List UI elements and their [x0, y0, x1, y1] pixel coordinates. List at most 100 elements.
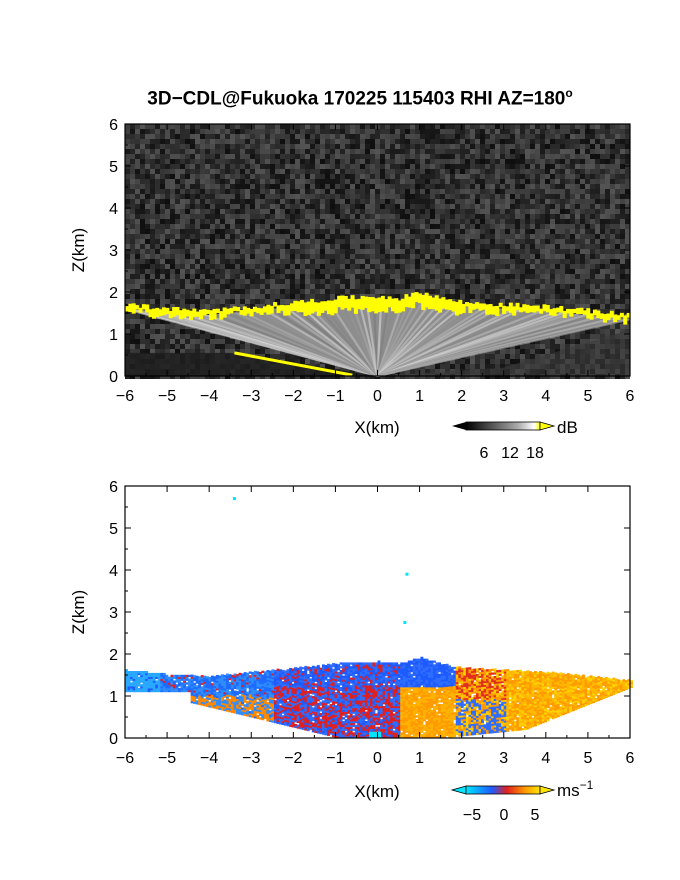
noise-cell — [350, 154, 355, 159]
noise-cell — [500, 244, 505, 249]
noise-cell — [270, 149, 275, 154]
noise-cell — [610, 179, 615, 184]
noise-cell — [480, 174, 485, 179]
noise-cell — [185, 239, 190, 244]
noise-cell — [185, 184, 190, 189]
noise-cell — [455, 149, 460, 154]
noise-cell — [445, 239, 450, 244]
noise-cell — [260, 224, 265, 229]
noise-cell — [205, 129, 210, 134]
noise-cell — [270, 299, 275, 304]
noise-cell — [470, 204, 475, 209]
noise-cell — [225, 199, 230, 204]
noise-cell — [395, 204, 400, 209]
noise-cell — [220, 249, 225, 254]
noise-cell — [595, 264, 600, 269]
noise-cell — [165, 189, 170, 194]
noise-cell — [460, 164, 465, 169]
noise-cell — [515, 159, 520, 164]
noise-cell — [580, 274, 585, 279]
noise-cell — [270, 284, 275, 289]
noise-cell — [500, 149, 505, 154]
noise-cell — [170, 279, 175, 284]
noise-cell — [270, 234, 275, 239]
noise-cell — [430, 124, 435, 129]
noise-cell — [160, 244, 165, 249]
noise-cell — [200, 189, 205, 194]
noise-cell — [155, 124, 160, 129]
noise-cell — [495, 279, 500, 284]
noise-cell — [210, 179, 215, 184]
noise-cell — [215, 239, 220, 244]
noise-cell — [520, 274, 525, 279]
noise-cell — [510, 349, 515, 354]
noise-cell — [170, 284, 175, 289]
noise-cell — [480, 149, 485, 154]
noise-cell — [330, 124, 335, 129]
noise-cell — [220, 139, 225, 144]
noise-cell — [335, 234, 340, 239]
noise-cell — [395, 139, 400, 144]
noise-cell — [180, 129, 185, 134]
noise-cell — [590, 199, 595, 204]
noise-cell — [285, 264, 290, 269]
noise-cell — [325, 214, 330, 219]
noise-cell — [350, 249, 355, 254]
noise-cell — [160, 304, 165, 309]
noise-cell — [125, 209, 130, 214]
noise-cell — [345, 249, 350, 254]
noise-cell — [210, 249, 215, 254]
noise-cell — [310, 259, 315, 264]
noise-cell — [255, 244, 260, 249]
noise-cell — [235, 199, 240, 204]
noise-cell — [300, 189, 305, 194]
noise-cell — [610, 279, 615, 284]
noise-cell — [200, 289, 205, 294]
noise-cell — [425, 184, 430, 189]
noise-cell — [565, 219, 570, 224]
noise-cell — [345, 229, 350, 234]
noise-cell — [555, 134, 560, 139]
noise-cell — [350, 269, 355, 274]
noise-cell — [245, 194, 250, 199]
noise-cell — [550, 219, 555, 224]
noise-cell — [190, 159, 195, 164]
noise-cell — [135, 224, 140, 229]
noise-cell — [550, 204, 555, 209]
noise-cell — [530, 154, 535, 159]
noise-cell — [155, 149, 160, 154]
noise-cell — [570, 184, 575, 189]
noise-cell — [500, 249, 505, 254]
noise-cell — [550, 224, 555, 229]
noise-cell — [435, 239, 440, 244]
noise-cell — [230, 274, 235, 279]
noise-cell — [505, 274, 510, 279]
noise-cell — [620, 254, 625, 259]
noise-cell — [290, 219, 295, 224]
noise-cell — [340, 204, 345, 209]
noise-cell — [275, 239, 280, 244]
noise-cell — [540, 164, 545, 169]
noise-cell — [435, 189, 440, 194]
noise-cell — [425, 274, 430, 279]
noise-cell — [205, 209, 210, 214]
noise-cell — [620, 234, 625, 239]
noise-cell — [375, 179, 380, 184]
noise-cell — [565, 339, 570, 344]
noise-cell — [470, 189, 475, 194]
noise-cell — [275, 189, 280, 194]
noise-cell — [415, 289, 420, 294]
noise-cell — [160, 174, 165, 179]
noise-cell — [605, 154, 610, 159]
noise-cell — [375, 289, 380, 294]
noise-cell — [215, 209, 220, 214]
noise-cell — [605, 274, 610, 279]
noise-cell — [235, 279, 240, 284]
noise-cell — [155, 344, 160, 349]
noise-cell — [345, 264, 350, 269]
noise-cell — [580, 204, 585, 209]
noise-cell — [190, 254, 195, 259]
noise-cell — [615, 274, 620, 279]
noise-cell — [455, 229, 460, 234]
noise-cell — [505, 139, 510, 144]
